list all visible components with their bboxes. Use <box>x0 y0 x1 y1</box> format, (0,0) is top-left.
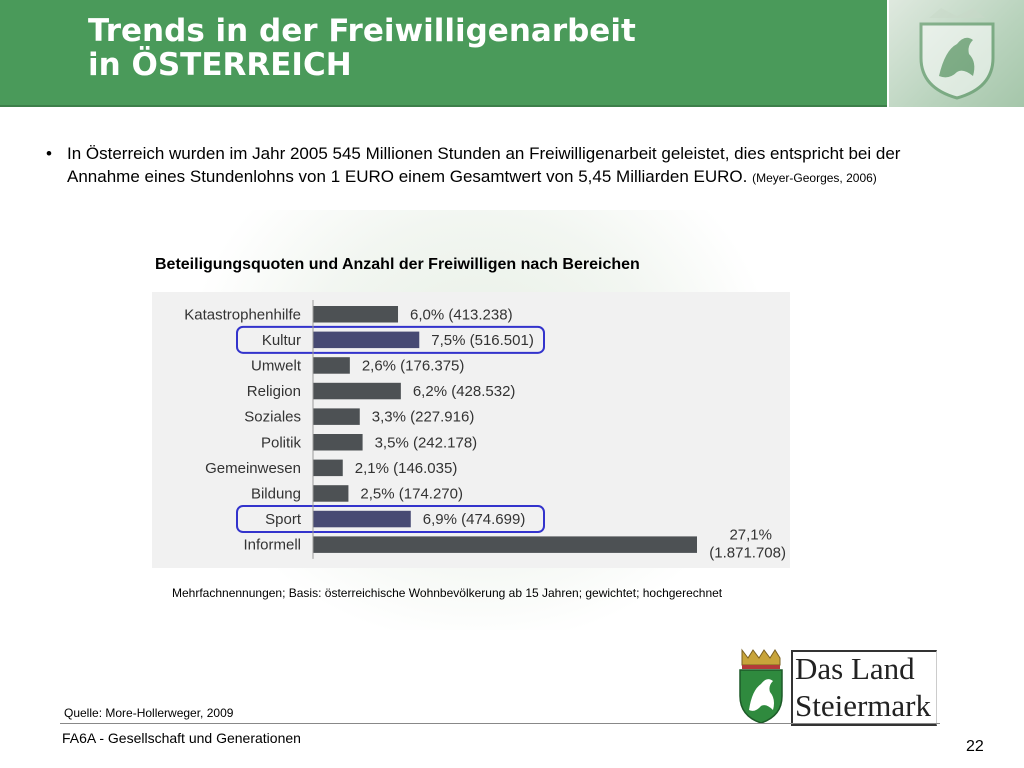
land-steiermark-logo: Das Land Steiermark <box>737 648 937 726</box>
bar-kultur <box>313 331 420 349</box>
data-label-informell: 27,1% (1.871.708) <box>709 527 786 562</box>
category-label-informell: Informell <box>243 537 301 554</box>
source-note: Quelle: More-Hollerweger, 2009 <box>64 706 234 720</box>
category-label-kultur: Kultur <box>262 332 301 349</box>
category-label-sport: Sport <box>265 511 302 528</box>
bar-soziales <box>313 408 360 425</box>
category-label-umwelt: Umwelt <box>251 357 302 374</box>
logo-line1: Das Land <box>795 651 915 686</box>
bullet-body: In Österreich wurden im Jahr 2005 545 Mi… <box>67 144 901 186</box>
bar-sport <box>313 510 411 528</box>
logo-line2: Steiermark <box>795 688 932 723</box>
data-label-bildung: 2,5% (174.270) <box>360 485 463 502</box>
bar-chart: Katastrophenhilfe 6,0% (413.238) Kultur 7,5… <box>184 300 786 562</box>
highlight-outline-sport <box>236 505 545 534</box>
category-label-katastrophenhilfe: Katastrophenhilfe <box>184 306 301 323</box>
page-title-line2: in ÖSTERREICH <box>88 47 352 83</box>
bullet-text: In Österreich wurden im Jahr 2005 545 Mi… <box>67 142 967 190</box>
logo-frame <box>791 650 937 726</box>
category-label-soziales: Soziales <box>244 409 301 426</box>
footer-divider <box>60 723 940 724</box>
page-title-line1: Trends in der Freiwilligenarbeit <box>88 13 636 49</box>
page-title: Trends in der Freiwilligenarbeit in ÖSTE… <box>88 14 636 82</box>
bar-gemeinwesen <box>313 459 343 477</box>
bar-katastrophenhilfe <box>313 306 399 323</box>
data-label-umwelt: 2,6% (176.375) <box>362 357 465 374</box>
bar-religion <box>313 382 401 400</box>
chart-panel: Katastrophenhilfe 6,0% (413.238) Kultur 7,5… <box>152 292 790 568</box>
data-label-katastrophenhilfe: 6,0% (413.238) <box>410 306 513 323</box>
chart-title: Beteiligungsquoten und Anzahl der Freiwi… <box>155 256 640 273</box>
data-label-politik: 3,5% (242.178) <box>375 434 478 451</box>
page-number: 22 <box>966 738 984 755</box>
bullet-citation: (Meyer-Georges, 2006) <box>752 171 877 185</box>
bar-umwelt <box>313 357 350 374</box>
highlight-outline-kultur <box>236 325 545 354</box>
bar-bildung <box>313 485 349 502</box>
header-bar: Trends in der Freiwilligenarbeit in ÖSTE… <box>0 0 887 107</box>
header-crest-panel <box>889 0 1024 107</box>
chart-footnote: Mehrfachnennungen; Basis: österreichisch… <box>172 586 723 600</box>
bar-politik <box>313 434 363 451</box>
bullet-marker: • <box>46 144 52 163</box>
styrian-panther-coat-of-arms-icon <box>739 648 783 724</box>
category-label-politik: Politik <box>261 434 302 451</box>
data-label-sport: 6,9% (474.699) <box>423 511 526 528</box>
category-label-religion: Religion <box>247 383 301 400</box>
data-label-soziales: 3,3% (227.916) <box>372 409 475 426</box>
category-label-bildung: Bildung <box>251 485 301 502</box>
data-label-kultur: 7,5% (516.501) <box>431 332 534 349</box>
data-label-gemeinwesen: 2,1% (146.035) <box>355 460 458 477</box>
category-label-gemeinwesen: Gemeinwesen <box>205 460 301 477</box>
coat-of-arms-watermark-icon <box>919 8 995 100</box>
bar-informell <box>313 536 697 553</box>
footer-department: FA6A - Gesellschaft und Generationen <box>62 730 301 746</box>
data-label-religion: 6,2% (428.532) <box>413 383 516 400</box>
